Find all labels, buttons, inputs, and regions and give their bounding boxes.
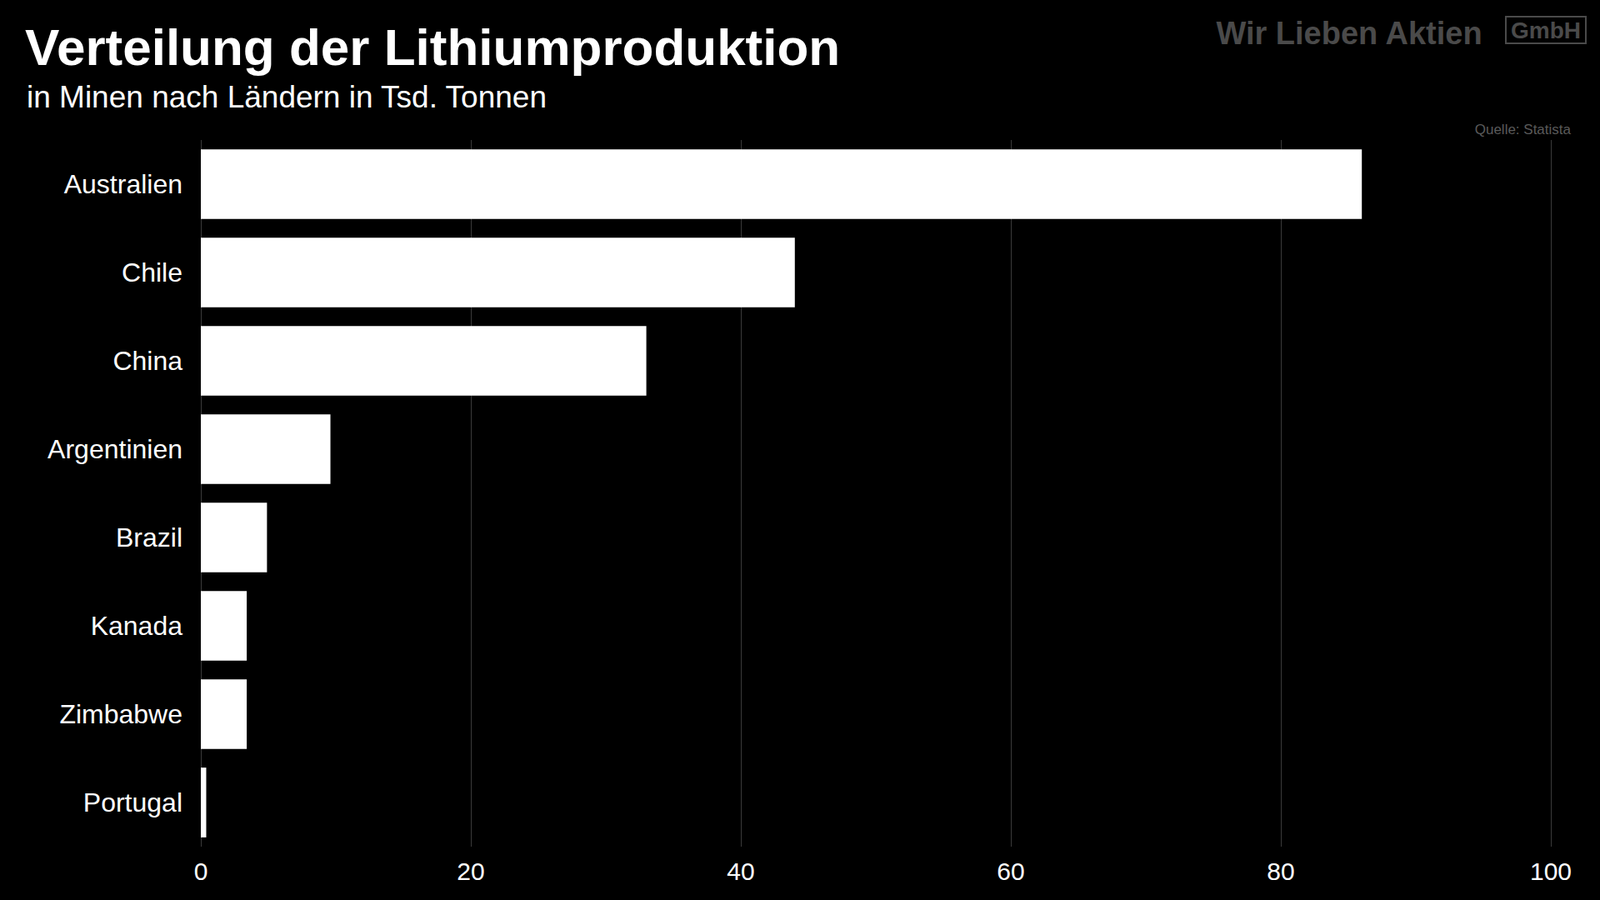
svg-text:Kanada: Kanada xyxy=(90,610,184,641)
svg-text:Brazil: Brazil xyxy=(115,522,183,553)
svg-text:40: 40 xyxy=(726,857,755,885)
svg-text:Zimbabwe: Zimbabwe xyxy=(59,699,183,730)
svg-text:60: 60 xyxy=(996,857,1025,885)
svg-text:Chile: Chile xyxy=(121,257,183,288)
svg-text:Australien: Australien xyxy=(64,169,183,200)
svg-text:Portugal: Portugal xyxy=(83,787,183,818)
svg-text:GmbH: GmbH xyxy=(1510,17,1581,44)
svg-text:0: 0 xyxy=(194,857,209,885)
svg-text:in Minen nach Ländern in Tsd.: in Minen nach Ländern in Tsd. Tonnen xyxy=(26,80,547,115)
svg-text:Quelle: Statista: Quelle: Statista xyxy=(1475,121,1572,138)
svg-text:80: 80 xyxy=(1266,857,1295,885)
svg-text:Argentinien: Argentinien xyxy=(47,434,183,465)
svg-text:100: 100 xyxy=(1530,857,1572,885)
svg-text:Wir Lieben Aktien: Wir Lieben Aktien xyxy=(1215,15,1482,51)
svg-text:Verteilung der Lithiumprodukti: Verteilung der Lithiumproduktion xyxy=(25,18,840,76)
svg-text:20: 20 xyxy=(456,857,485,885)
svg-text:China: China xyxy=(112,345,183,376)
